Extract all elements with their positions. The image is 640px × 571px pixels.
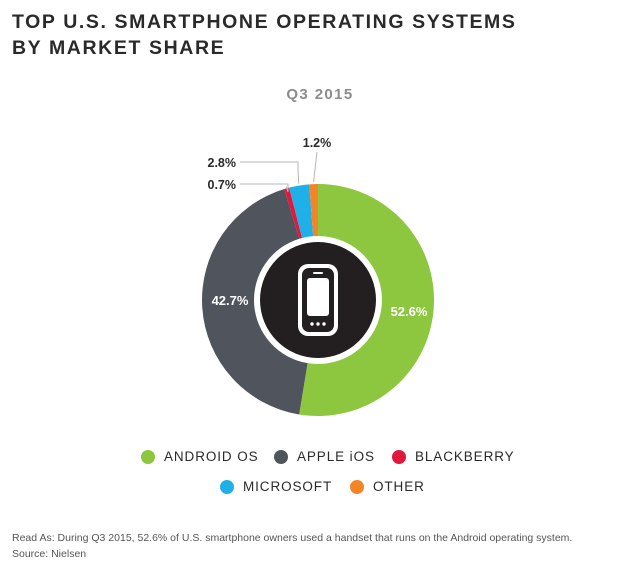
- smartphone-icon: [298, 264, 338, 336]
- footnote: Read As: During Q3 2015, 52.6% of U.S. s…: [12, 530, 572, 562]
- legend-item-blackberry: BLACKBERRY: [392, 449, 515, 464]
- data-label-other: 1.2%: [303, 136, 332, 150]
- legend-label-blackberry: BLACKBERRY: [415, 449, 515, 464]
- slice-microsoft: [289, 184, 314, 239]
- footnote-source: Source: Nielsen: [12, 548, 87, 560]
- phone-speaker: [313, 272, 323, 274]
- phone-screen: [307, 278, 329, 316]
- chart-subtitle: Q3 2015: [286, 86, 354, 103]
- legend-item-android: ANDROID OS: [141, 449, 259, 464]
- data-label-android: 52.6%: [391, 304, 428, 319]
- chart-title: TOP U.S. SMARTPHONE OPERATING SYSTEMS BY…: [12, 9, 517, 61]
- slice-apple: [201, 189, 308, 415]
- legend-swatch-blackberry: [392, 449, 406, 464]
- chart-title-line-2: BY MARKET SHARE: [12, 37, 226, 59]
- legend-label-microsoft: MICROSOFT: [243, 479, 333, 494]
- legend-swatch-android: [141, 449, 155, 464]
- leader-line-other: [313, 151, 318, 183]
- legend-item-microsoft: MICROSOFT: [220, 479, 332, 494]
- legend-label-apple: APPLE iOS: [297, 449, 375, 464]
- slice-android: [299, 184, 434, 416]
- leader-line-blackberry: [240, 183, 289, 193]
- slice-other: [309, 184, 318, 237]
- legend-swatch-apple: [274, 449, 288, 464]
- phone-button-2: [316, 322, 320, 326]
- chart-title-line-1: TOP U.S. SMARTPHONE OPERATING SYSTEMS: [12, 11, 517, 33]
- data-label-blackberry: 0.7%: [208, 178, 237, 192]
- data-label-apple: 42.7%: [212, 293, 249, 308]
- legend-item-other: OTHER: [350, 479, 425, 494]
- legend-label-other: OTHER: [373, 479, 425, 494]
- legend-swatch-other: [350, 479, 364, 494]
- leader-line-microsoft: [240, 161, 300, 184]
- footnote-read-as: Read As: During Q3 2015, 52.6% of U.S. s…: [12, 532, 573, 544]
- data-label-microsoft: 2.8%: [208, 156, 237, 170]
- legend-swatch-microsoft: [220, 479, 234, 494]
- legend-item-apple: APPLE iOS: [274, 449, 375, 464]
- slice-blackberry: [284, 187, 303, 239]
- phone-button-3: [322, 322, 326, 326]
- phone-button-1: [310, 322, 314, 326]
- legend-label-android: ANDROID OS: [164, 449, 259, 464]
